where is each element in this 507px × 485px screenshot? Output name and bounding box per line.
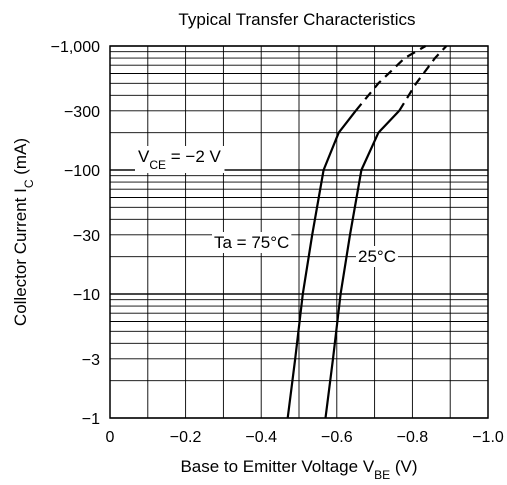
tick-labels: 0 −0.2 −0.4 −0.6 −0.8 −1.0 −1 −3 −10 −30 −100 −300 −…: [51, 39, 504, 446]
x-tick-label: −0.6: [321, 429, 353, 446]
y-tick-label: −3: [82, 352, 100, 369]
chart-title: Typical Transfer Characteristics: [178, 10, 415, 29]
x-tick-label: −0.8: [397, 429, 429, 446]
y-tick-label: −100: [64, 163, 100, 180]
x-tick-label: −0.2: [170, 429, 202, 446]
condition-label: VCE = −2 V: [138, 147, 221, 172]
series-line-1: [286, 110, 357, 419]
label-background: [135, 146, 225, 173]
series-label-25c: 25°C: [358, 247, 396, 266]
axis-labels: Base to Emitter Voltage VBE (V) Collector…: [11, 138, 418, 482]
series-line-2: [324, 110, 400, 419]
label-background: [212, 232, 292, 253]
x-tick-label: 0: [106, 429, 115, 446]
plot-frame: [109, 45, 489, 419]
series-dashed-line-2: [398, 45, 448, 112]
label-background: [356, 246, 398, 267]
series-label-75c: Ta = 75°C: [214, 233, 289, 252]
x-tick-label: −1.0: [472, 429, 504, 446]
x-tick-label: −0.4: [245, 429, 277, 446]
y-tick-label: −1: [82, 411, 100, 428]
y-tick-label: −30: [73, 228, 100, 245]
series-layer: [286, 45, 448, 419]
series-dashed-line-1: [354, 45, 427, 112]
y-axis-label: Collector Current IC (mA): [11, 138, 36, 326]
x-axis-label: Base to Emitter Voltage VBE (V): [180, 457, 417, 480]
grid: [110, 45, 488, 419]
y-tick-label: −1,000: [51, 39, 100, 56]
annotation-layer: Ta = 75°C 25°C VCE = −2 V: [135, 146, 398, 267]
y-tick-label: −300: [64, 104, 100, 121]
y-tick-label: −10: [73, 287, 100, 304]
